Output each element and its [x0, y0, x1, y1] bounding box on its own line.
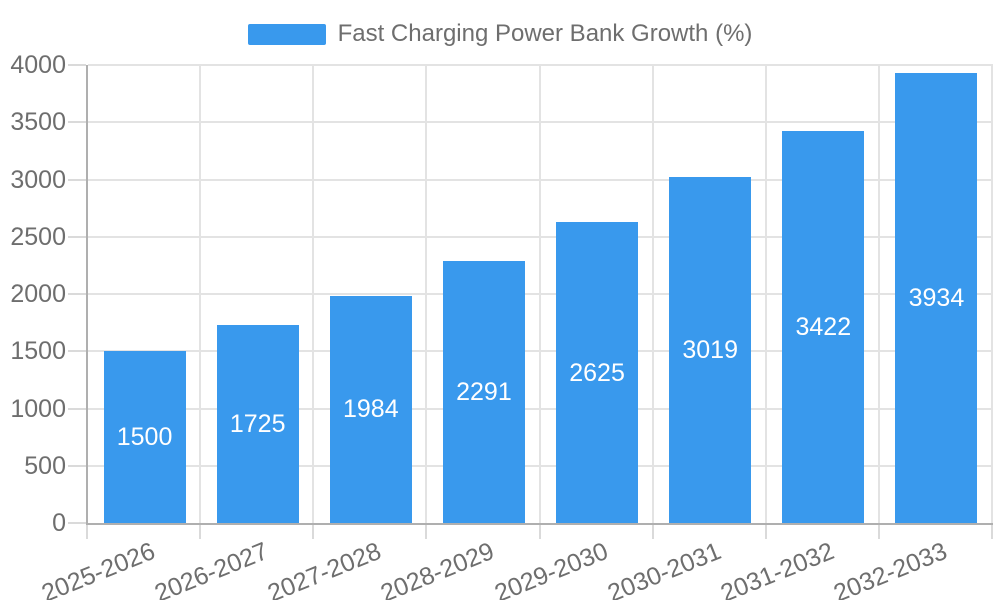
x-tick [651, 525, 654, 539]
x-axis-tick-label: 2025-2026 [37, 537, 160, 600]
legend-swatch [247, 23, 326, 45]
x-axis-tick-label: 2027-2028 [263, 537, 386, 600]
bar[interactable] [556, 222, 639, 523]
x-axis-tick-label: 2030-2031 [603, 537, 725, 600]
bar[interactable] [329, 295, 412, 523]
chart-legend: Fast Charging Power Bank Growth (%) [0, 20, 1000, 47]
x-tick [199, 525, 202, 539]
bar[interactable] [103, 351, 186, 523]
bar-value-label: 3934 [908, 283, 965, 312]
legend-label: Fast Charging Power Bank Growth (%) [337, 20, 753, 47]
y-axis-tick-label: 3500 [10, 108, 66, 137]
y-axis-tick-label: 2000 [10, 280, 66, 308]
y-tick [68, 178, 86, 181]
h-gridline [88, 350, 993, 353]
h-gridline [88, 64, 993, 66]
h-gridline [88, 293, 993, 295]
y-tick [68, 407, 86, 410]
v-gridline [425, 65, 428, 523]
v-gridline [199, 65, 202, 523]
y-tick [68, 293, 86, 295]
x-axis-tick-label: 2026-2027 [150, 537, 273, 600]
x-tick [538, 525, 541, 539]
y-tick [68, 64, 86, 66]
bar[interactable] [669, 177, 752, 523]
x-axis-line [86, 523, 993, 525]
bar-value-label: 3422 [795, 313, 852, 342]
x-tick [764, 525, 767, 539]
v-gridline [991, 65, 993, 523]
v-gridline [877, 65, 880, 523]
bar[interactable] [782, 131, 865, 523]
bar-value-label: 1984 [343, 395, 399, 424]
v-gridline [764, 65, 767, 523]
y-axis-tick-label: 4000 [10, 51, 66, 79]
v-gridline [651, 65, 654, 523]
y-axis-tick-label: 2500 [10, 222, 66, 251]
x-tick [425, 525, 428, 539]
bar-value-label: 1725 [229, 410, 286, 439]
x-tick [86, 525, 88, 539]
h-gridline [88, 178, 993, 181]
y-axis-tick-label: 1000 [10, 394, 66, 423]
y-axis-line [86, 65, 88, 525]
h-gridline [88, 407, 993, 410]
h-gridline [88, 121, 993, 124]
y-axis-tick-label: 1500 [10, 337, 66, 366]
x-axis-tick-label: 2032-2033 [829, 537, 951, 600]
v-gridline [538, 65, 541, 523]
x-tick [312, 525, 315, 539]
h-gridline [88, 464, 993, 467]
h-gridline [88, 235, 993, 238]
y-axis-tick-label: 500 [24, 451, 66, 480]
bar[interactable] [895, 72, 978, 523]
x-axis-tick-label: 2028-2029 [377, 537, 499, 600]
bar-value-label: 3019 [682, 336, 738, 365]
y-axis-tick-label: 0 [52, 509, 66, 537]
legend-item[interactable]: Fast Charging Power Bank Growth (%) [247, 20, 753, 47]
bar-value-label: 2291 [456, 377, 512, 406]
y-tick [68, 350, 86, 353]
y-tick [68, 235, 86, 238]
plot-area: 0 500 1000 1500 2000 2500 3000 3500 4000 1500 2025… [10, 51, 993, 600]
bar[interactable] [442, 260, 525, 523]
y-tick [68, 464, 86, 467]
v-gridline [312, 65, 315, 523]
x-axis-tick-label: 2031-2032 [716, 537, 838, 600]
bar[interactable] [216, 325, 299, 523]
x-tick [877, 525, 880, 539]
y-tick [68, 121, 86, 124]
bar-value-label: 1500 [116, 423, 173, 452]
y-tick [68, 522, 86, 524]
bar-value-label: 2625 [569, 358, 625, 387]
x-tick [991, 525, 993, 539]
y-axis-tick-label: 3000 [10, 165, 66, 194]
x-axis-tick-label: 2029-2030 [490, 537, 612, 600]
